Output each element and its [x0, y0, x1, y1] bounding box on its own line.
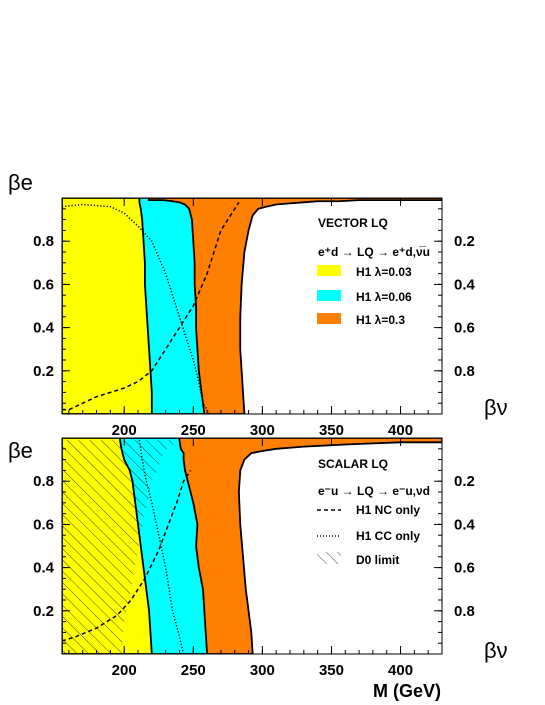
scalar-lq-panel: 200 250 300 350 4000.20.40.60.80.80.60.40.2 …: [8, 437, 508, 701]
y-tick-label: 0.6: [33, 276, 54, 293]
scalar-legend: SCALAR LQ e⁻u → LQ → e⁻u,νd H1 NC only H…: [317, 457, 430, 567]
legend-d0-swatch: [317, 552, 341, 564]
scalar-curves: [62, 440, 192, 654]
scalar-legend-item-1: H1 NC only: [356, 503, 420, 517]
x-tick-label: 350: [319, 662, 344, 679]
y-tick-label: 0.4: [33, 320, 55, 337]
scalar-legend-process: e⁻u → LQ → e⁻u,νd: [318, 484, 430, 498]
y2-tick-label: 0.2: [454, 473, 475, 490]
nc-curve-top: [62, 201, 240, 411]
x-tick-label: 400: [388, 422, 413, 439]
y-tick-label: 0.8: [33, 233, 54, 250]
x-tick-label: 250: [181, 662, 206, 679]
x-tick-label: 200: [112, 662, 137, 679]
vector-ticks: 200 250 300 350 400 0.2 0.4 0.6 0.8 0.8 0.6 0.4 0.2: [33, 198, 476, 439]
scalar-ticks: 200 250 300 350 400 0.2 0.4 0.6 0.8 0.8 0.6 0.4 0.2: [33, 438, 476, 679]
legend-swatch-yellow: [317, 265, 341, 276]
y2-tick-label: 0.8: [454, 603, 475, 620]
d0-limit-region: [62, 440, 208, 654]
scalar-legend-item-3: D0 limit: [356, 553, 399, 567]
x-tick-label: 400: [388, 662, 413, 679]
scalar-legend-item-2: H1 CC only: [356, 529, 420, 543]
y-tick-label: 0.2: [33, 363, 54, 380]
y-tick-label: 0.2: [33, 603, 54, 620]
y2-tick-label: 0.4: [454, 276, 476, 293]
y-tick-label: 0.4: [33, 560, 55, 577]
scalar-y-axis-label: βe: [8, 438, 33, 463]
vector-y-axis-label: βe: [8, 170, 33, 195]
legend-swatch-cyan: [317, 290, 341, 301]
region-top-2: [62, 198, 153, 414]
vector-curves: [62, 201, 240, 414]
y2-tick-label: 0.4: [454, 516, 476, 533]
y2-tick-label: 0.6: [454, 320, 475, 337]
y-tick-label: 0.6: [33, 516, 54, 533]
vector-legend-item-3: H1 λ=0.3: [356, 313, 405, 327]
x-axis-label: M (GeV): [373, 681, 441, 701]
vector-lq-panel: 200 250 300 350 4000.20.40.60.80.80.60.40.2 …: [8, 170, 508, 439]
vector-legend: VECTOR LQ e⁺d → LQ → e⁺d,ν̅u H1 λ=0.03 H…: [317, 216, 430, 327]
legend-swatch-orange: [317, 313, 341, 324]
vector-legend-item-1: H1 λ=0.03: [356, 265, 412, 279]
y2-tick-label: 0.6: [454, 560, 475, 577]
cc-curve-bot: [138, 440, 185, 654]
x-tick-label: 350: [319, 422, 344, 439]
x-tick-label: 300: [250, 662, 275, 679]
vector-y2-axis-label: βν: [484, 395, 508, 420]
y-tick-label: 0.8: [33, 473, 54, 490]
scalar-fills: [62, 438, 442, 654]
y2-tick-label: 0.2: [454, 233, 475, 250]
vector-legend-item-2: H1 λ=0.06: [356, 290, 412, 304]
nc-curve-bot: [62, 469, 192, 642]
vector-fills: [62, 198, 442, 414]
x-tick-label: 200: [112, 422, 137, 439]
x-tick-label: 250: [181, 422, 206, 439]
x-tick-label: 300: [250, 422, 275, 439]
y2-tick-label: 0.8: [454, 363, 475, 380]
vector-legend-process: e⁺d → LQ → e⁺d,ν̅u: [318, 245, 430, 259]
scalar-y2-axis-label: βν: [484, 638, 508, 663]
vector-legend-title: VECTOR LQ: [318, 216, 388, 230]
scalar-legend-title: SCALAR LQ: [318, 457, 388, 471]
